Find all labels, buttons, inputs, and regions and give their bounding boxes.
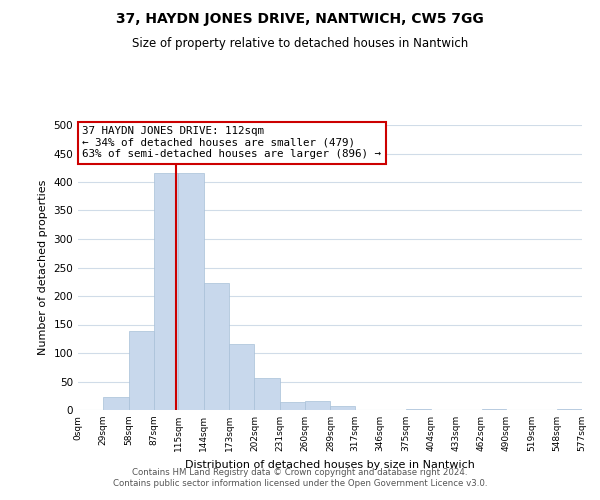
Bar	[204, 284, 229, 410]
X-axis label: Distribution of detached houses by size in Nantwich: Distribution of detached houses by size …	[185, 460, 475, 469]
Text: Contains HM Land Registry data © Crown copyright and database right 2024.
Contai: Contains HM Land Registry data © Crown c…	[113, 468, 487, 487]
Bar	[103, 398, 128, 410]
Y-axis label: Number of detached properties: Number of detached properties	[38, 180, 48, 355]
Bar	[178, 174, 204, 410]
Text: 37 HAYDN JONES DRIVE: 112sqm
← 34% of detached houses are smaller (479)
63% of s: 37 HAYDN JONES DRIVE: 112sqm ← 34% of de…	[82, 126, 382, 160]
Bar	[254, 378, 280, 410]
Bar	[305, 402, 331, 410]
Text: Size of property relative to detached houses in Nantwich: Size of property relative to detached ho…	[132, 38, 468, 51]
Bar	[154, 174, 178, 410]
Bar	[331, 406, 355, 410]
Bar	[280, 402, 305, 410]
Bar	[128, 332, 154, 410]
Text: 37, HAYDN JONES DRIVE, NANTWICH, CW5 7GG: 37, HAYDN JONES DRIVE, NANTWICH, CW5 7GG	[116, 12, 484, 26]
Bar	[229, 344, 254, 410]
